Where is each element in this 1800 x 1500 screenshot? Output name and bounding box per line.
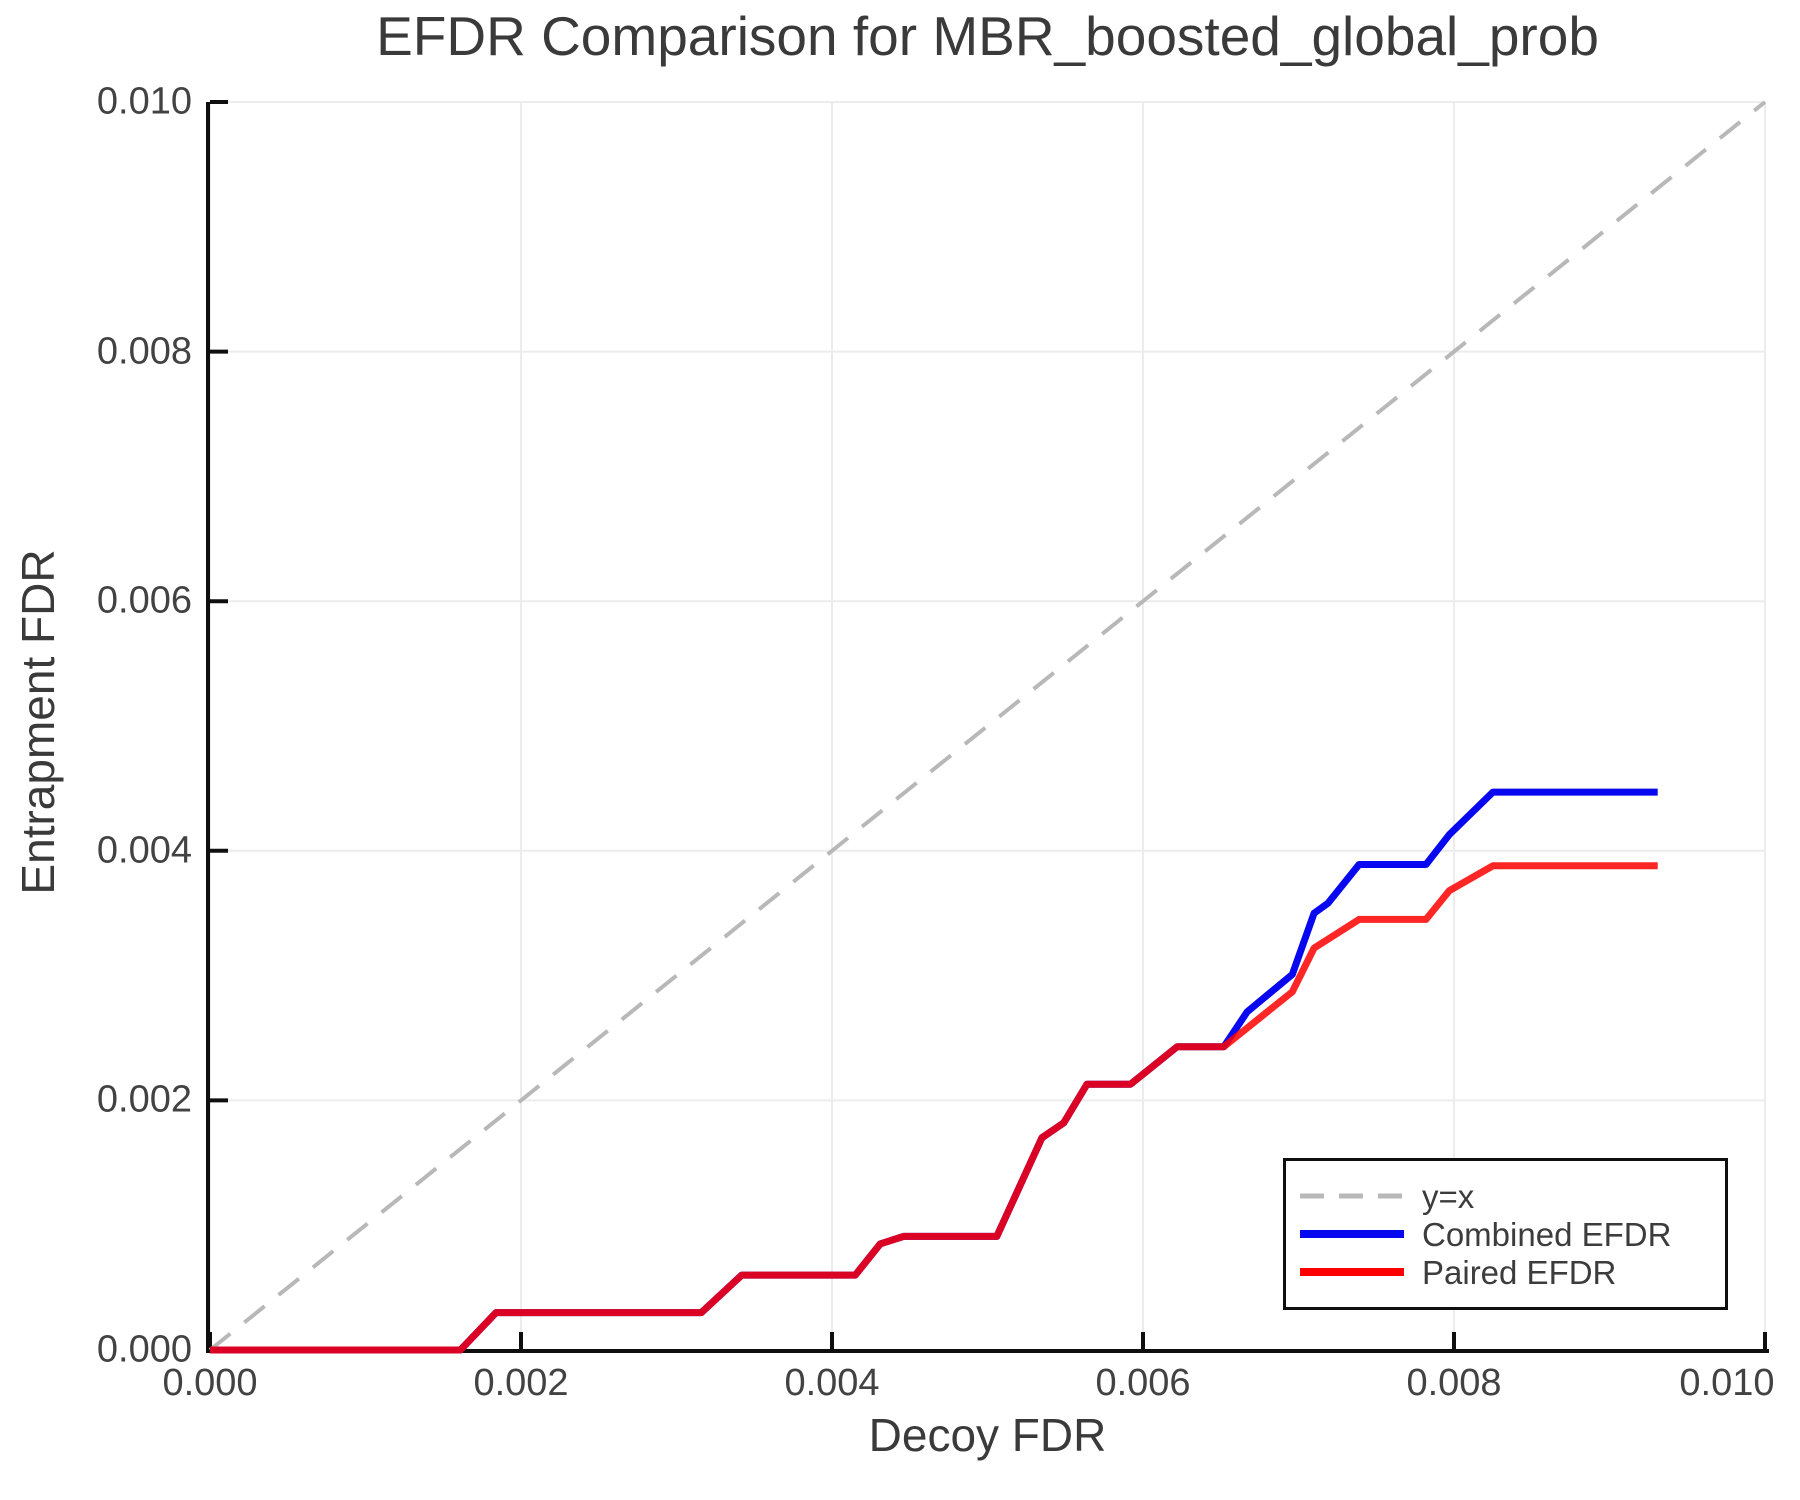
legend-entry: Paired EFDR [1300,1253,1725,1291]
legend-entry: y=x [1300,1177,1725,1215]
legend-entry: Combined EFDR [1300,1215,1725,1253]
legend-label: Combined EFDR [1422,1215,1672,1253]
legend-label: Paired EFDR [1422,1253,1617,1291]
x-tick-label: 0.004 [784,1362,880,1404]
y-tick-label: 0.008 [96,330,192,373]
legend-line-sample [1300,1268,1404,1276]
chart-title: EFDR Comparison for MBR_boosted_global_p… [376,5,1599,67]
series-line-y-x [208,100,1767,1352]
x-tick-label: 0.006 [1095,1362,1191,1404]
x-tick-label: 0.008 [1406,1362,1502,1404]
y-tick-label: 0.000 [96,1328,192,1371]
y-tick-label: 0.002 [96,1078,192,1121]
x-tick-label: 0.002 [473,1362,569,1404]
series-line-paired-efdr [210,862,1658,1354]
x-tick-label: 0.000 [162,1362,258,1404]
x-axis-label: Decoy FDR [868,1409,1107,1461]
y-tick-label: 0.010 [96,80,192,123]
x-tick-label: 0.010 [1679,1362,1775,1404]
y-tick-label: 0.006 [96,579,192,622]
legend: y=x Combined EFDR Paired EFDR [1283,1158,1728,1310]
y-tick-label: 0.004 [96,829,192,872]
y-axis-label: Entrapment FDR [12,549,64,895]
legend-line-sample [1300,1230,1404,1238]
legend-label: y=x [1422,1177,1475,1215]
legend-line-sample [1300,1193,1404,1199]
